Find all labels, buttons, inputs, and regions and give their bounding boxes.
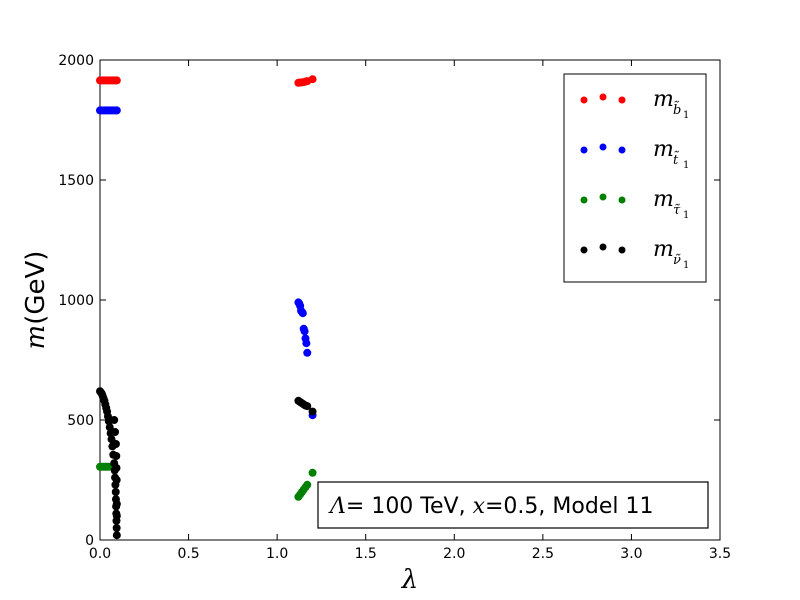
legend-subscript: t̃ <box>673 151 679 168</box>
legend-entry: m τ̃ 1 <box>580 187 689 221</box>
y-tick-label: 0 <box>85 533 94 549</box>
legend-label: m <box>653 137 674 162</box>
data-point <box>308 468 317 477</box>
legend-subscript: τ̃ <box>673 203 681 218</box>
legend-box <box>563 73 707 283</box>
legend-marker <box>580 96 588 104</box>
y-tick-label: 2000 <box>58 53 94 69</box>
annotation-lambda: Λ <box>328 494 346 519</box>
ticks-layer: 0.0 0.5 1.0 1.5 2.0 2.5 3.0 3.5 0 500 1000 1500 2000 <box>58 53 731 562</box>
x-axis-label: λ <box>401 565 418 595</box>
y-axis-unit: (GeV) <box>21 251 51 325</box>
legend-entry: m t̃ 1 <box>580 137 689 171</box>
legend-marker <box>599 243 607 251</box>
y-tick-label: 1000 <box>58 293 94 309</box>
legend-marker <box>580 196 588 204</box>
annotation-box: Λ= 100 TeV, x=0.5, Model 11 <box>317 481 709 529</box>
series-ν̃ <box>96 387 317 540</box>
data-point <box>302 339 311 348</box>
annotation-lambda-value: = 100 TeV, <box>346 494 473 519</box>
points-layer <box>96 75 317 540</box>
legend-label: m <box>653 237 674 262</box>
svg-text:Λ= 100 TeV, x=0.5, Model 11: Λ= 100 TeV, x=0.5, Model 11 <box>328 494 653 519</box>
y-axis-label: m(GeV) <box>21 251 51 350</box>
x-tick-label: 1.0 <box>266 546 288 562</box>
data-point <box>110 416 119 424</box>
legend-marker <box>599 93 607 101</box>
y-tick-label: 1500 <box>58 173 94 189</box>
legend-marker <box>599 193 607 201</box>
data-point <box>105 423 114 432</box>
data-point <box>111 428 120 436</box>
annotation-x: x <box>473 494 486 519</box>
annotation-x-value: =0.5, Model 11 <box>485 494 653 519</box>
series-τ̃ <box>96 462 317 501</box>
legend-subscript-index: 1 <box>683 260 689 271</box>
data-point <box>112 464 121 472</box>
legend-marker <box>580 146 588 154</box>
legend-subscript-index: 1 <box>683 160 689 171</box>
legend-entry: m b̃ 1 <box>580 87 689 121</box>
legend-marker <box>580 246 588 254</box>
x-tick-label: 1.5 <box>355 546 377 562</box>
data-point <box>112 476 121 484</box>
data-point <box>298 309 307 318</box>
legend-marker <box>618 246 626 254</box>
data-point <box>303 402 312 411</box>
x-tick-label: 0.0 <box>89 546 111 562</box>
data-point <box>112 512 121 520</box>
data-point <box>308 407 317 416</box>
x-tick-label: 3.5 <box>709 546 731 562</box>
legend-marker <box>618 96 626 104</box>
x-tick-label: 3.0 <box>620 546 642 562</box>
legend-subscript-index: 1 <box>683 110 689 121</box>
legend-subscript: ν̃ <box>673 253 681 268</box>
legend-label: m <box>653 87 674 112</box>
y-tick-label: 500 <box>67 413 94 429</box>
legend-subscript: b̃ <box>673 101 681 118</box>
legend-marker <box>618 196 626 204</box>
data-point <box>303 348 312 357</box>
data-point <box>112 524 121 532</box>
data-point <box>112 106 121 115</box>
annotation-frame <box>317 481 709 529</box>
legend-marker <box>599 143 607 151</box>
data-point <box>111 488 120 496</box>
data-point <box>300 327 309 336</box>
data-point <box>112 531 121 540</box>
x-tick-label: 2.5 <box>532 546 554 562</box>
data-point <box>112 76 121 85</box>
legend-marker <box>618 146 626 154</box>
y-axis-symbol: m <box>21 325 51 350</box>
x-tick-label: 2.0 <box>443 546 465 562</box>
legend-subscript-index: 1 <box>683 210 689 221</box>
series-t̃ <box>96 106 317 420</box>
legend-label: m <box>653 187 674 212</box>
data-point <box>112 452 121 460</box>
data-point <box>303 480 312 489</box>
data-point <box>111 440 120 448</box>
data-point <box>112 500 121 508</box>
legend: m b̃ 1m t̃ 1m τ̃ 1m ν̃ 1 <box>563 73 707 283</box>
data-point <box>308 75 317 84</box>
svg-text:m(GeV): m(GeV) <box>21 251 51 350</box>
legend-entry: m ν̃ 1 <box>580 237 689 271</box>
series-b̃ <box>96 75 317 87</box>
x-tick-label: 0.5 <box>177 546 199 562</box>
